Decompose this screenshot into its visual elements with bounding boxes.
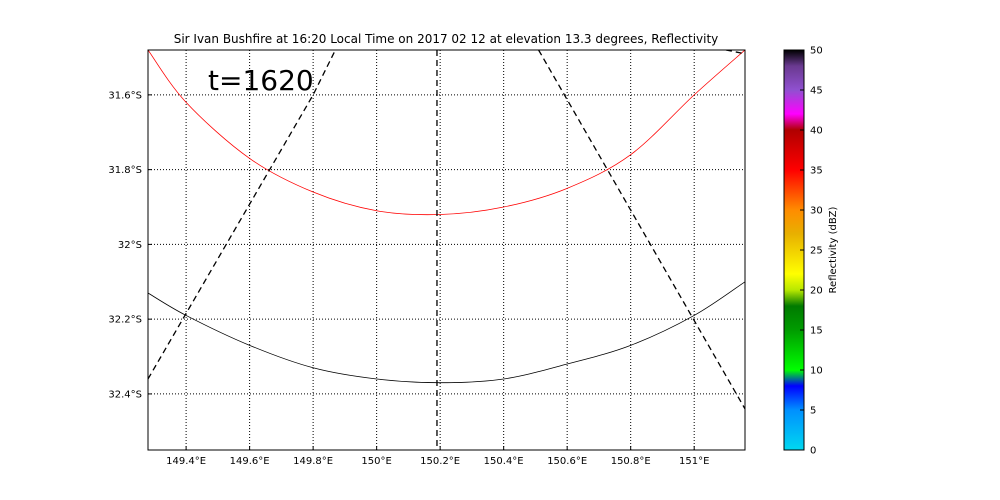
- y-tick-label: 32.2°S: [108, 315, 142, 326]
- x-tick-label: 149.8°E: [293, 456, 333, 467]
- y-tick-label: 31.8°S: [108, 165, 142, 176]
- colorbar-tick-label: 30: [810, 206, 823, 217]
- time-annotation: t=1620: [208, 64, 314, 97]
- colorbar-tick-label: 50: [810, 46, 823, 57]
- colorbar-tick-label: 0: [810, 446, 816, 457]
- colorbar-tick-label: 5: [810, 406, 816, 417]
- chart-title: Sir Ivan Bushfire at 16:20 Local Time on…: [174, 32, 719, 46]
- colorbar: 0 5 10 15 20 25 30 35 40 45 50 Reflectivity (dBZ): [783, 46, 839, 457]
- y-tick-label: 32.4°S: [108, 389, 142, 400]
- colorbar-tick-label: 40: [810, 126, 823, 137]
- grid: [148, 50, 745, 450]
- range-ring-0: [148, 50, 745, 216]
- x-tick-label: 150.6°E: [547, 456, 587, 467]
- y-tick-label: 31.6°S: [108, 90, 142, 101]
- x-axis-ticks: 149.4°E 149.6°E 149.8°E 150°E 150.2°E 150.4°E…: [166, 446, 709, 467]
- x-tick-label: 150.2°E: [420, 456, 460, 467]
- x-tick-label: 149.6°E: [230, 456, 270, 467]
- colorbar-tick-label: 20: [810, 286, 823, 297]
- y-axis-ticks: 31.6°S 31.8°S 32°S 32.2°S 32.4°S: [108, 90, 152, 400]
- dashed-line-2: [148, 50, 336, 380]
- x-tick-label: 150°E: [361, 456, 391, 467]
- dashed-line-4: [538, 50, 745, 410]
- range-ring-1: [148, 281, 745, 384]
- x-tick-label: 149.4°E: [166, 456, 206, 467]
- dashed-line-5: [725, 50, 745, 55]
- y-tick-label: 32°S: [118, 240, 142, 251]
- x-tick-label: 150.4°E: [484, 456, 524, 467]
- x-tick-label: 150.8°E: [611, 456, 651, 467]
- colorbar-ticks: 0 5 10 15 20 25 30 35 40 45 50: [800, 46, 823, 457]
- colorbar-tick-label: 10: [810, 366, 823, 377]
- x-tick-label: 151°E: [679, 456, 709, 467]
- series-group: [148, 50, 745, 450]
- plot-frame: [147, 49, 746, 451]
- colorbar-tick-label: 45: [810, 86, 823, 97]
- colorbar-tick-label: 35: [810, 166, 823, 177]
- colorbar-label: Reflectivity (dBZ): [828, 206, 839, 293]
- colorbar-tick-label: 25: [810, 246, 823, 257]
- colorbar-tick-label: 15: [810, 326, 823, 337]
